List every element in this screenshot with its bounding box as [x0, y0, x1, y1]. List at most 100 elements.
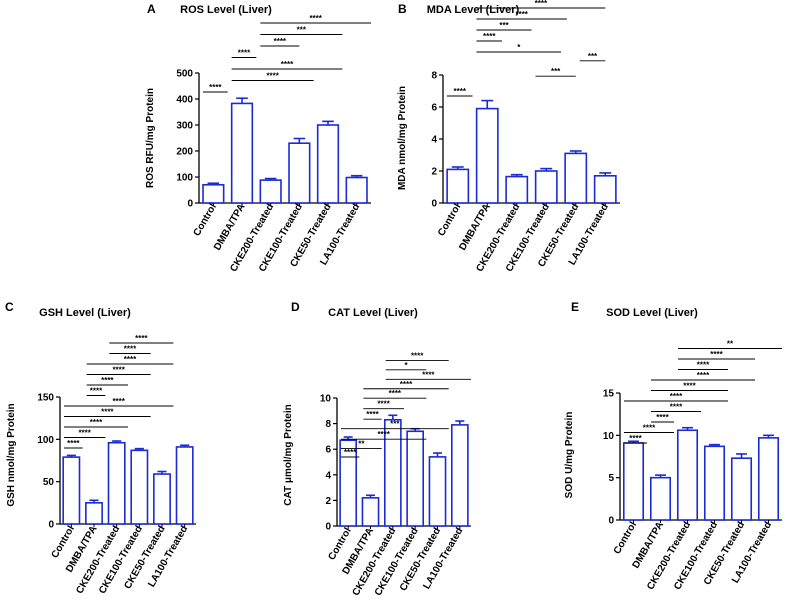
- significance-label: ****: [683, 382, 696, 391]
- y-tick-label: 6: [431, 103, 437, 114]
- y-tick-label: 500: [176, 69, 193, 80]
- bar: [175, 446, 194, 525]
- bar: [703, 445, 726, 521]
- y-tick-label: 15: [603, 389, 615, 400]
- significance-label: *: [517, 43, 521, 52]
- significance-label: ****: [112, 366, 125, 375]
- y-axis-label: SOD U/mg Protein: [564, 412, 575, 499]
- bar: [428, 456, 447, 527]
- y-tick-label: 2: [431, 167, 437, 178]
- panel-a: A ROS Level (Liver) ROS RFU/mg Protein 0 100…: [145, 2, 371, 274]
- significance-label: ****: [483, 32, 496, 41]
- y-axis-label: CAT μmol/mg Protein: [283, 404, 294, 506]
- significance-label: ****: [274, 37, 287, 46]
- significance-label: ***: [588, 52, 598, 61]
- significance-label: ****: [281, 60, 294, 69]
- y-axis-label: GSH nmol/mg Protein: [6, 403, 17, 506]
- bar: [564, 152, 588, 204]
- y-tick-label: 8: [325, 419, 331, 430]
- y-tick-label: 0: [187, 199, 193, 210]
- panel-letter: C: [5, 300, 14, 314]
- significance-label: ****: [101, 376, 114, 385]
- significance-label: ***: [499, 21, 509, 30]
- panel-b: B MDA Level (Liver) MDA nmol/mg Protein 0 2 4…: [397, 0, 620, 274]
- bar: [446, 168, 470, 204]
- y-tick-label: 0: [608, 516, 614, 527]
- y-tick-label: 6: [325, 445, 331, 456]
- significance-label: ****: [377, 430, 390, 439]
- significance-label: ****: [67, 439, 80, 448]
- y-tick-label: 150: [37, 393, 54, 404]
- bar: [593, 175, 617, 204]
- significance-label: ****: [629, 434, 642, 443]
- bar: [230, 102, 254, 204]
- significance-label: ****: [377, 400, 390, 409]
- significance-label: ****: [697, 361, 710, 370]
- y-tick-label: 300: [176, 121, 193, 132]
- panel-d: D CAT Level (Liver) CAT μmol/mg Protein 0 2 4…: [283, 300, 471, 598]
- bar: [757, 437, 780, 521]
- y-tick-label: 8: [431, 71, 437, 82]
- bar: [153, 473, 171, 525]
- significance-label: ****: [90, 387, 103, 396]
- bar: [649, 476, 672, 521]
- significance-label: ****: [124, 345, 137, 354]
- y-axis-label: MDA nmol/mg Protein: [397, 86, 408, 190]
- bar: [534, 170, 558, 204]
- significance-label: **: [727, 340, 734, 349]
- y-tick-label: 100: [37, 435, 54, 446]
- y-tick-label: 400: [176, 95, 193, 106]
- panel-letter: B: [398, 2, 407, 16]
- bar: [316, 124, 340, 204]
- significance-label: ****: [670, 403, 683, 412]
- significance-label: ****: [535, 0, 548, 8]
- significance-label: ****: [344, 448, 357, 457]
- significance-label: ****: [238, 49, 251, 58]
- significance-label: ****: [389, 389, 402, 398]
- bar: [107, 441, 126, 525]
- panel-letter: A: [147, 2, 156, 16]
- y-tick-label: 0: [325, 522, 331, 533]
- bar: [130, 449, 149, 525]
- significance-label: ****: [135, 334, 148, 343]
- significance-label: ****: [656, 413, 669, 422]
- bar: [259, 179, 282, 204]
- bar: [85, 502, 103, 525]
- chart-title: CAT Level (Liver): [328, 307, 418, 319]
- y-tick-label: 0: [48, 520, 54, 531]
- bar: [406, 430, 425, 527]
- bar: [475, 107, 499, 204]
- bar: [361, 497, 380, 527]
- bar: [202, 184, 225, 204]
- significance-label: ****: [78, 429, 91, 438]
- significance-label: ****: [209, 83, 222, 92]
- panel-e: E SOD Level (Liver) SOD U/mg Protein 0 5 10 15…: [564, 300, 782, 592]
- significance-label: ****: [710, 350, 723, 359]
- significance-label: ***: [390, 420, 400, 429]
- bar: [622, 442, 645, 521]
- significance-label: ****: [112, 397, 125, 406]
- significance-label: ****: [411, 351, 424, 360]
- significance-label: ****: [454, 87, 467, 96]
- chart-title: SOD Level (Liver): [606, 307, 698, 319]
- y-axis-label: ROS RFU/mg Protein: [145, 88, 156, 188]
- chart-title: GSH Level (Liver): [39, 307, 131, 319]
- bar: [676, 429, 699, 521]
- significance-label: **: [358, 440, 365, 449]
- bar: [450, 424, 469, 527]
- y-tick-label: 5: [608, 473, 614, 484]
- y-tick-label: 50: [43, 477, 55, 488]
- y-tick-label: 10: [603, 431, 615, 442]
- significance-label: ****: [697, 371, 710, 380]
- significance-label: ****: [422, 370, 435, 379]
- significance-label: ****: [101, 408, 114, 417]
- significance-label: ****: [400, 380, 413, 389]
- y-tick-label: 10: [320, 394, 332, 405]
- bar: [288, 142, 311, 204]
- y-tick-label: 100: [176, 173, 193, 184]
- bar: [345, 176, 368, 204]
- significance-label: ****: [643, 424, 656, 433]
- significance-label: ****: [670, 392, 683, 401]
- significance-label: ****: [266, 72, 279, 81]
